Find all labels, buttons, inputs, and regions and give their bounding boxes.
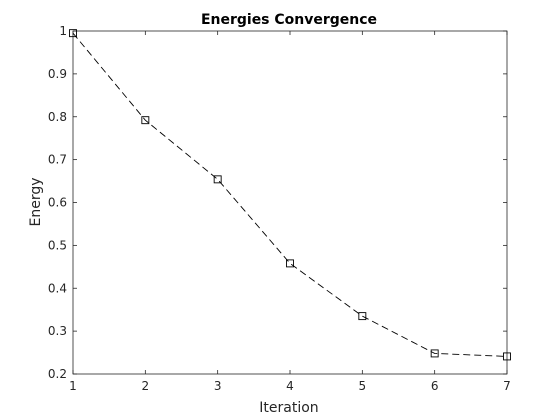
x-tick-label: 2 bbox=[142, 379, 150, 393]
y-tick-label: 0.9 bbox=[48, 67, 67, 81]
series-line bbox=[72, 32, 508, 357]
y-axis-title: Energy bbox=[28, 177, 44, 226]
x-tick-label: 1 bbox=[69, 379, 77, 393]
x-tick-label: 5 bbox=[359, 379, 367, 393]
y-tick-label: 0.3 bbox=[48, 324, 67, 338]
data-point-marker bbox=[358, 312, 367, 321]
x-tick-label: 7 bbox=[503, 379, 511, 393]
y-tick-label: 0.7 bbox=[48, 153, 67, 167]
axes-box bbox=[72, 30, 508, 375]
y-tick-label: 0.5 bbox=[48, 238, 67, 252]
x-axis-title: Iteration bbox=[259, 400, 318, 416]
x-tick-label: 4 bbox=[286, 379, 294, 393]
x-tick-label: 6 bbox=[431, 379, 439, 393]
plot-area: 1 2 3 4 5 6 7 0.2 0.3 0.4 0.5 0.6 0.7 0.8 0.9 1 bbox=[48, 24, 511, 393]
data-point-marker bbox=[69, 29, 77, 38]
y-tick-label: 0.4 bbox=[48, 281, 67, 295]
chart-title: Energies Convergence bbox=[201, 12, 377, 28]
y-tick-label: 0.2 bbox=[48, 367, 67, 381]
data-point-marker bbox=[141, 116, 150, 125]
data-point-marker bbox=[286, 259, 294, 268]
y-tick-label: 1 bbox=[59, 24, 67, 38]
y-tick-label: 0.6 bbox=[48, 196, 67, 210]
data-point-marker bbox=[213, 175, 222, 184]
y-tick-label: 0.8 bbox=[48, 110, 67, 124]
x-tick-label: 3 bbox=[214, 379, 222, 393]
data-point-marker bbox=[430, 349, 439, 358]
data-point-marker bbox=[503, 352, 511, 361]
